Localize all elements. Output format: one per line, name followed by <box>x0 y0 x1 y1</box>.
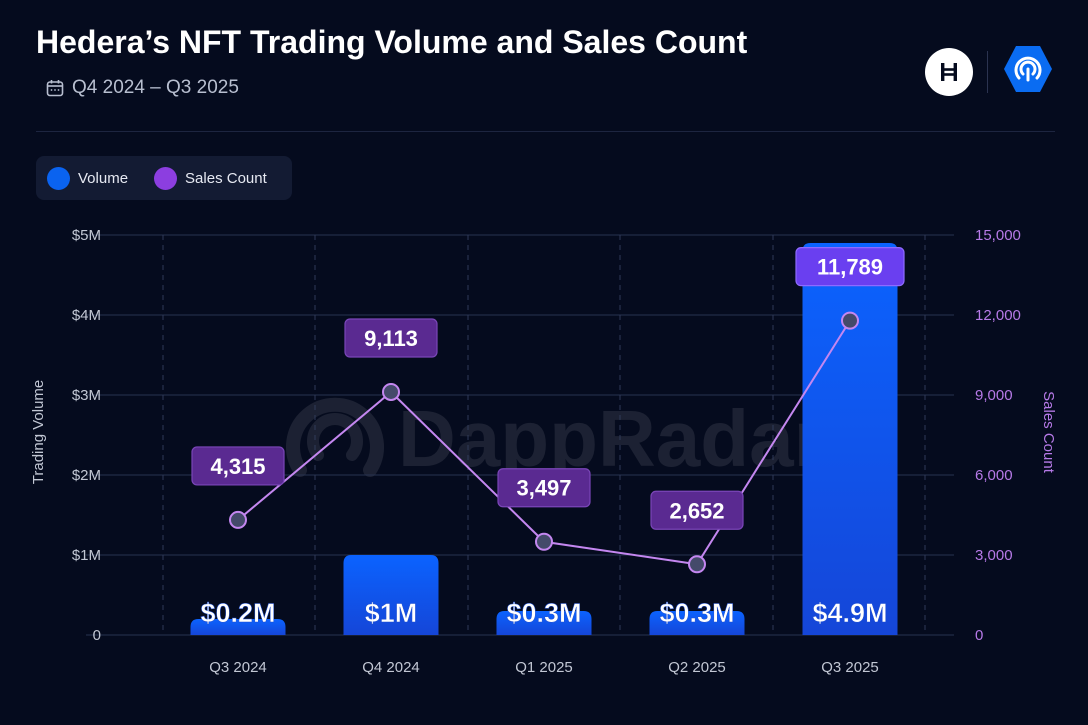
y-right-tick-label: 15,000 <box>975 227 1021 244</box>
y-tick-label: $5M <box>72 227 101 244</box>
y-tick-label: 0 <box>93 627 101 644</box>
legend-swatch-sales-count <box>154 166 178 190</box>
sales-count-label-box <box>344 318 438 358</box>
legend-label-sales-count: Sales Count <box>185 169 267 187</box>
legend-label-volume: Volume <box>78 169 129 187</box>
header-divider <box>36 131 1055 132</box>
sales-count-value-label: 9,113 <box>364 326 418 351</box>
y-right-tick-label: 12,000 <box>975 307 1021 324</box>
hedera-logo <box>925 47 973 96</box>
date-range-text: Q4 2024 – Q3 2025 <box>72 77 239 98</box>
calendar-icon <box>46 79 64 97</box>
chart-legend: Volume Sales Count <box>36 156 292 200</box>
x-tick-label: Q4 2024 <box>362 659 420 676</box>
date-range: Q4 2024 – Q3 2025 <box>46 77 239 99</box>
volume-value-label: $0.2M <box>200 598 275 628</box>
sales-count-value-label: 3,497 <box>516 476 571 501</box>
sales-count-point <box>229 510 247 529</box>
y-tick-label: $2M <box>72 467 101 484</box>
volume-bar <box>343 555 439 635</box>
volume-value-label: $1M <box>365 598 418 628</box>
sales-count-label-box <box>191 446 285 486</box>
y-tick-label: $4M <box>72 307 101 324</box>
volume-bar <box>649 611 745 635</box>
legend-item-sales-count: Sales Count <box>154 166 267 190</box>
sales-count-label-box <box>497 468 591 508</box>
y-tick-label: $1M <box>72 547 101 564</box>
volume-value-label: $4.9M <box>812 598 887 628</box>
sales-count-value-label: 4,315 <box>210 454 265 479</box>
brand-logos <box>925 43 1054 100</box>
sales-count-label-box <box>650 490 744 530</box>
sales-count-point <box>535 532 553 551</box>
volume-value-label: $0.3M <box>659 598 734 628</box>
x-tick-label: Q1 2025 <box>515 659 573 676</box>
sales-count-label-box <box>795 247 905 287</box>
watermark-text: DappRadar <box>398 394 825 483</box>
legend-item-volume: Volume <box>47 166 129 190</box>
legend-swatch-volume <box>47 166 70 190</box>
y-right-tick-label: 9,000 <box>975 387 1013 404</box>
y-right-axis-title: Sales Count <box>1040 391 1057 474</box>
x-tick-label: Q3 2024 <box>209 659 267 676</box>
page-title: Hedera’s NFT Trading Volume and Sales Co… <box>36 24 748 60</box>
volume-bar <box>190 619 286 635</box>
y-right-tick-label: 3,000 <box>975 547 1013 564</box>
y-axis-title: Trading Volume <box>30 380 47 485</box>
y-right-tick-label: 0 <box>975 627 983 644</box>
y-right-tick-label: 6,000 <box>975 467 1013 484</box>
sales-count-point <box>382 382 400 401</box>
logo-divider <box>987 50 988 93</box>
sales-count-point <box>841 311 859 330</box>
y-tick-label: $3M <box>72 387 101 404</box>
sales-count-value-label: 11,789 <box>817 255 883 280</box>
volume-bar <box>496 611 592 635</box>
x-tick-label: Q2 2025 <box>668 659 726 676</box>
x-tick-label: Q3 2025 <box>821 659 879 676</box>
volume-bar <box>802 243 898 635</box>
sales-count-point <box>688 555 706 574</box>
dappradar-logo <box>1002 43 1054 100</box>
watermark-icon <box>286 397 384 477</box>
sales-count-value-label: 2,652 <box>669 498 724 523</box>
volume-value-label: $0.3M <box>506 598 581 628</box>
